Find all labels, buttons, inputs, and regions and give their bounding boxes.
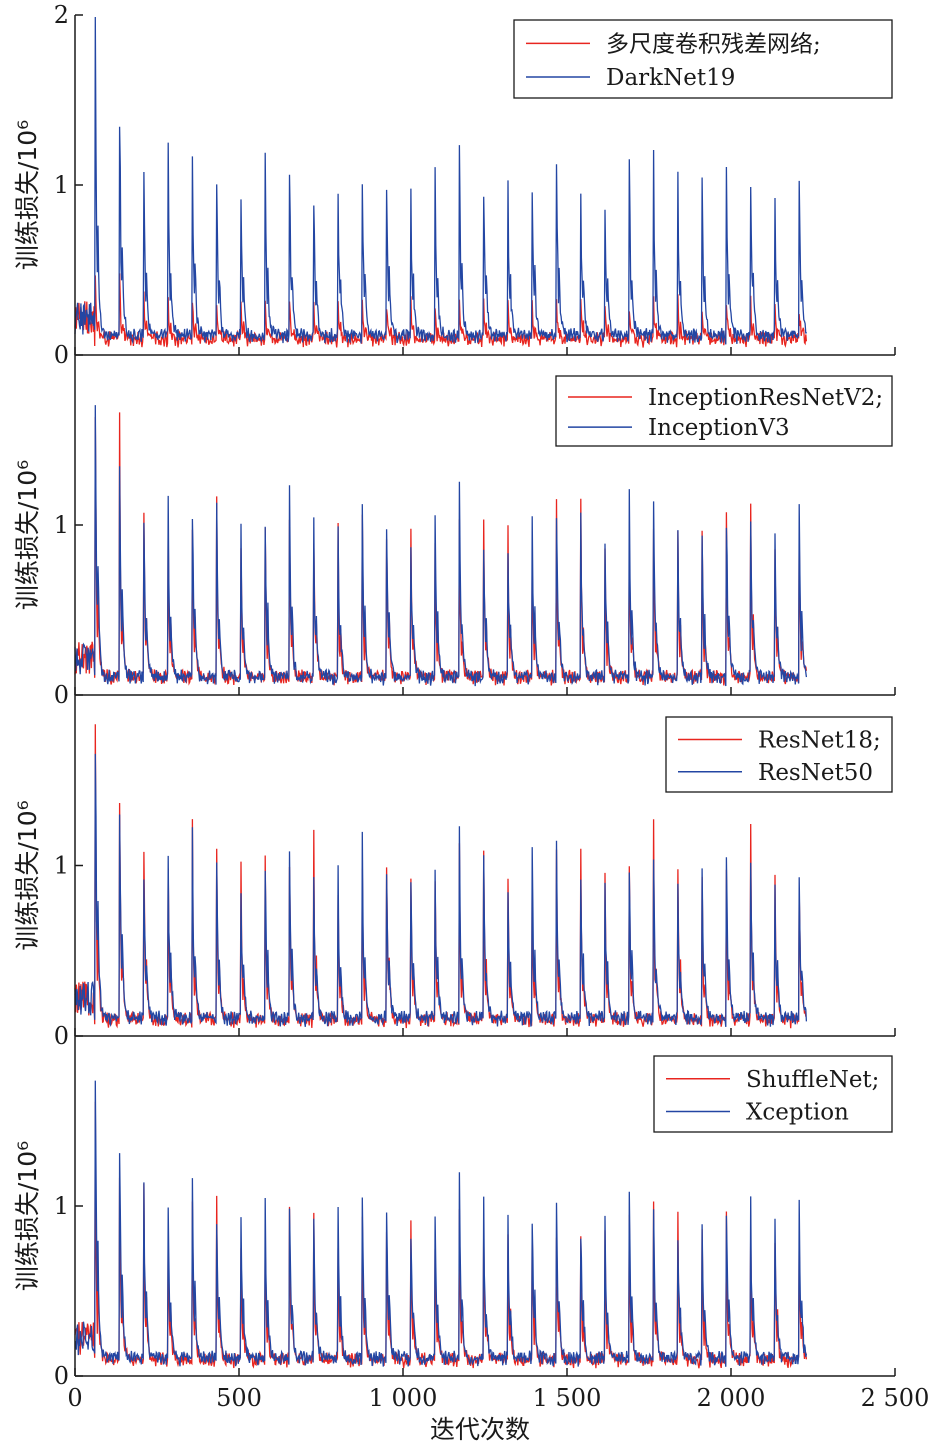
legend-label-3-1: ResNet18; [758, 728, 881, 754]
legend-box-3 [665, 716, 893, 793]
x-tick-label-1: 500 [216, 1384, 262, 1412]
legend-label-2-2: InceptionV3 [648, 415, 790, 441]
series-line-1-2 [74, 16, 807, 345]
legend-1: 多尺度卷积残差网络; DarkNet19 [513, 19, 893, 99]
panel-2: 0 1 训练损失/10⁶ InceptionResNetV2; InceptionV3 [13, 355, 896, 709]
series-line-4-2 [74, 1080, 808, 1367]
series-line-2-1 [74, 412, 808, 686]
panel-1: 0 1 2 训练损失/10⁶ 多尺度卷积残差网络; DarkNet19 [13, 1, 896, 369]
legend-label-4-1: ShuffleNet; [746, 1067, 879, 1093]
legend-label-2-1: InceptionResNetV2; [648, 385, 883, 411]
y-tick-label-2-1: 1 [54, 511, 69, 539]
y-tick-label-3-1: 1 [54, 852, 69, 880]
x-tick-label-3: 1 500 [533, 1384, 602, 1412]
series-line-2-2 [74, 405, 808, 687]
x-tick-label-4: 2 000 [697, 1384, 766, 1412]
y-tick-label-1-2: 2 [54, 1, 69, 29]
series-line-1-1 [74, 273, 808, 348]
y-tick-label-1-1: 1 [54, 171, 69, 199]
y-axis-label-2: 训练损失/10⁶ [13, 460, 42, 610]
x-tick-label-5: 2 500 [861, 1384, 929, 1412]
legend-2: InceptionResNetV2; InceptionV3 [555, 375, 893, 447]
y-tick-label-1-0: 0 [54, 341, 69, 369]
y-axis-label-3: 训练损失/10⁶ [13, 800, 42, 950]
legend-label-4-2: Xception [746, 1099, 849, 1125]
panel-4: 0 1 0 500 1 000 1 500 2 000 2 500 训练损失/10⁶ Shuffl… [13, 1036, 929, 1412]
legend-box-2 [555, 375, 893, 447]
legend-box-1 [513, 19, 893, 99]
legend-label-3-2: ResNet50 [758, 760, 873, 786]
x-tick-label-0: 0 [67, 1384, 82, 1412]
panel-3: 0 1 训练损失/10⁶ ResNet18; ResNet50 [13, 695, 896, 1050]
y-axis-label-1: 训练损失/10⁶ [13, 120, 42, 270]
legend-3: ResNet18; ResNet50 [665, 716, 893, 793]
x-tick-label-2: 1 000 [369, 1384, 438, 1412]
y-tick-label-4-1: 1 [54, 1192, 69, 1220]
series-line-4-1 [74, 1101, 808, 1369]
y-tick-label-2-0: 0 [54, 681, 69, 709]
y-tick-label-4-0: 0 [54, 1362, 69, 1390]
y-axis-label-4: 训练损失/10⁶ [13, 1141, 42, 1291]
y-tick-label-3-0: 0 [54, 1022, 69, 1050]
legend-label-1-1: 多尺度卷积残差网络; [606, 31, 821, 57]
series-line-3-2 [74, 753, 808, 1027]
legend-box-4 [653, 1055, 893, 1133]
legend-label-1-2: DarkNet19 [606, 65, 735, 91]
legend-4: ShuffleNet; Xception [653, 1055, 893, 1133]
x-axis-label: 迭代次数 [430, 1415, 530, 1444]
panels: 0 1 2 训练损失/10⁶ 多尺度卷积残差网络; DarkNet19 0 1 训练损失/10⁶… [13, 1, 929, 1412]
